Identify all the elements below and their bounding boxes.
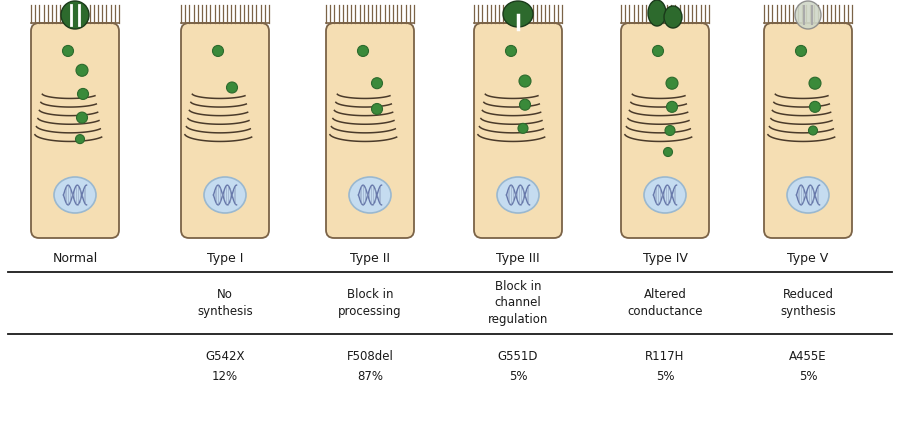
Ellipse shape [795,1,821,29]
Text: 12%: 12% [212,370,239,383]
Ellipse shape [665,125,675,136]
Ellipse shape [644,177,686,213]
Ellipse shape [518,123,528,133]
Ellipse shape [76,135,85,144]
Ellipse shape [372,78,382,89]
Ellipse shape [664,6,682,28]
Text: Block in
channel
regulation: Block in channel regulation [488,280,548,326]
Ellipse shape [506,46,517,56]
Text: 5%: 5% [799,370,817,383]
Text: Type V: Type V [788,252,829,265]
Ellipse shape [77,89,88,99]
Text: Type III: Type III [496,252,540,265]
Ellipse shape [787,177,829,213]
Ellipse shape [648,0,666,26]
Ellipse shape [796,46,806,56]
Text: Altered
conductance: Altered conductance [627,288,703,318]
Text: Type I: Type I [207,252,243,265]
FancyBboxPatch shape [326,23,414,238]
Ellipse shape [349,177,391,213]
Text: Reduced
synthesis: Reduced synthesis [780,288,836,318]
Text: 5%: 5% [656,370,674,383]
Ellipse shape [372,104,382,114]
Ellipse shape [663,148,672,156]
Text: 5%: 5% [508,370,527,383]
Ellipse shape [666,77,678,89]
Ellipse shape [76,64,88,76]
Ellipse shape [519,99,530,110]
Text: R117H: R117H [645,350,685,363]
Ellipse shape [204,177,246,213]
Ellipse shape [62,46,74,56]
FancyBboxPatch shape [181,23,269,238]
Ellipse shape [809,77,821,89]
Text: G551D: G551D [498,350,538,363]
FancyBboxPatch shape [764,23,852,238]
Text: F508del: F508del [346,350,393,363]
Ellipse shape [357,46,368,56]
Text: G542X: G542X [205,350,245,363]
Ellipse shape [808,126,817,135]
Ellipse shape [809,101,821,113]
Ellipse shape [227,82,238,93]
Ellipse shape [652,46,663,56]
Text: No
synthesis: No synthesis [197,288,253,318]
Ellipse shape [667,101,678,113]
FancyBboxPatch shape [474,23,562,238]
Text: Type II: Type II [350,252,390,265]
Text: Block in
processing: Block in processing [338,288,401,318]
Ellipse shape [212,46,223,56]
Ellipse shape [54,177,96,213]
Ellipse shape [497,177,539,213]
Text: 87%: 87% [357,370,383,383]
Ellipse shape [76,112,87,123]
Ellipse shape [519,75,531,87]
Text: A455E: A455E [789,350,827,363]
Ellipse shape [61,1,89,29]
Text: Normal: Normal [52,252,97,265]
Text: Type IV: Type IV [643,252,688,265]
Ellipse shape [503,1,533,27]
FancyBboxPatch shape [31,23,119,238]
FancyBboxPatch shape [621,23,709,238]
